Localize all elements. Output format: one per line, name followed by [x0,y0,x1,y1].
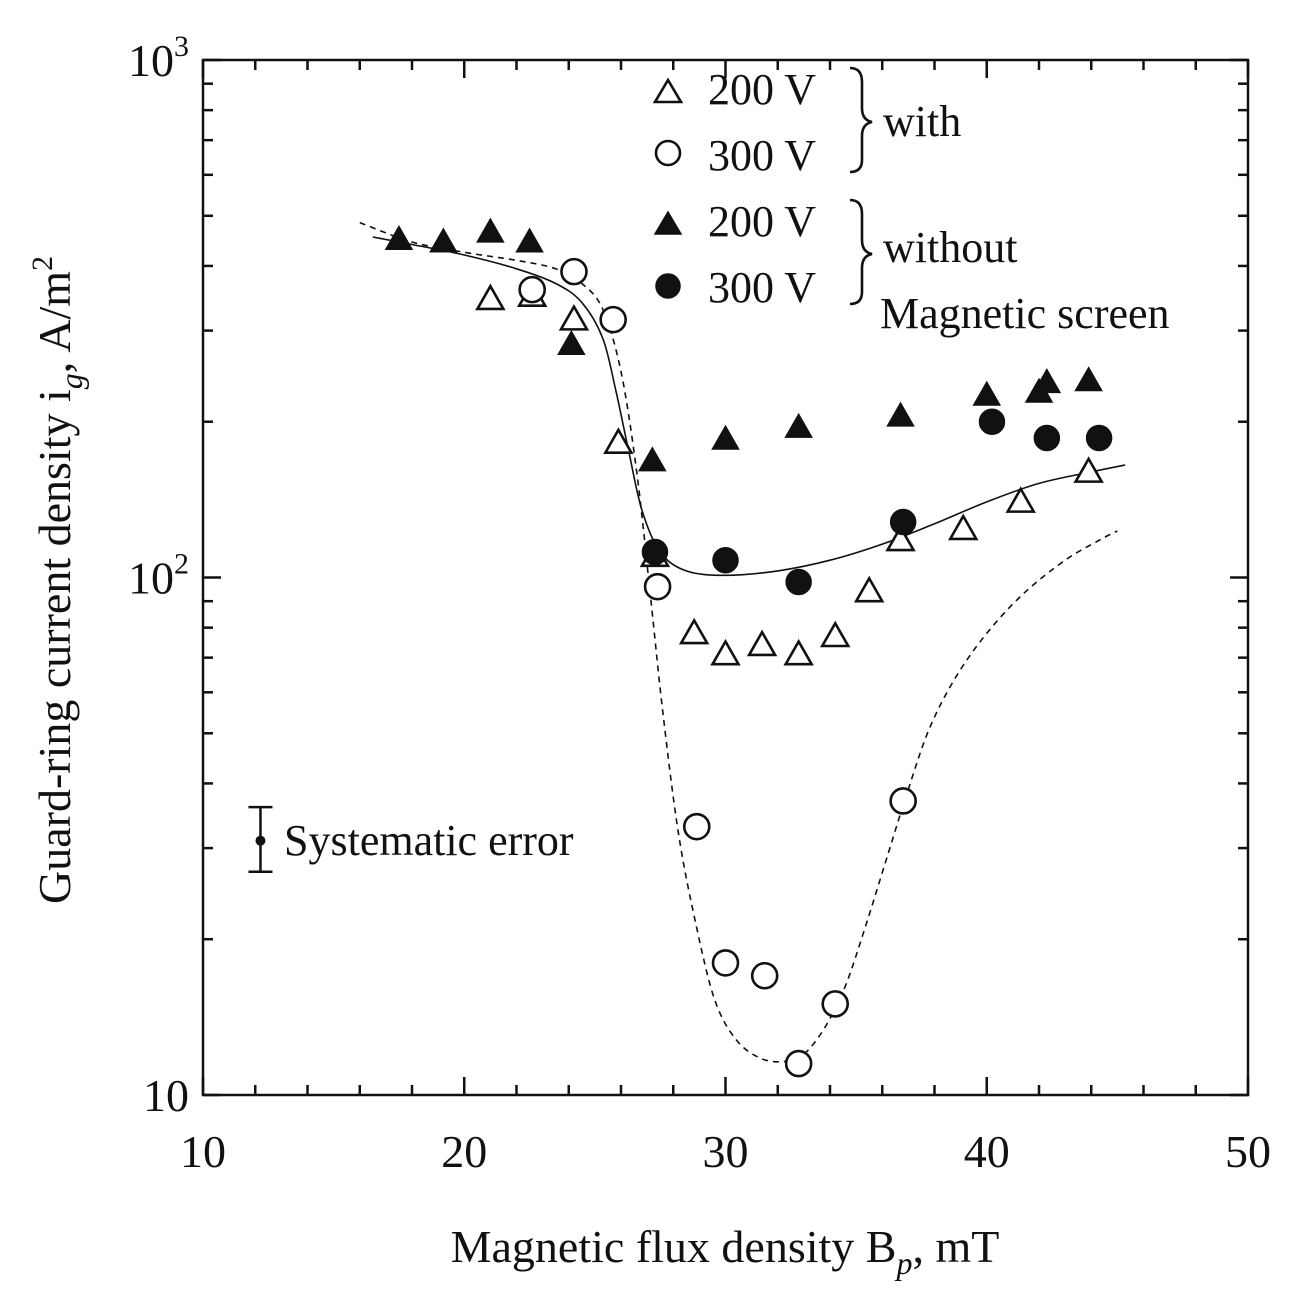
data-point-triangle-open [819,620,851,648]
data-point-circle-open [889,787,917,815]
data-point-triangle-open [783,638,814,666]
data-point-triangle-filled [1074,366,1103,392]
x-tick-label: 30 [703,1126,749,1177]
y-axis-label: Guard-ring current density ig, A/m2 [26,256,89,904]
data-point-triangle-open [746,629,778,657]
data-point-triangle-filled [972,380,1002,406]
y-tick-labels: 10 102 103 [128,30,189,1121]
data-point-circle-open [711,949,740,977]
legend-entry-4: 300 V [708,263,816,312]
legend-marker-triangle-filled [653,210,683,235]
legend-entry-1: 200 V [708,65,816,114]
legend-label-with: with [883,97,961,146]
data-point-circle-open [643,572,672,601]
data-point-triangle-open [475,283,506,311]
data-point-circle-open [784,1049,813,1078]
data-point-circle-open [682,812,711,841]
data-point-triangle-open [678,617,710,645]
data-point-triangle-filled [638,446,667,472]
data-point-triangle-open [1073,456,1104,483]
data-point-circle-filled [889,508,917,536]
data-point-circle-filled [712,546,739,574]
data-point-triangle-open [947,513,979,541]
legend-footer: Magnetic screen [880,289,1170,338]
data-point-triangle-filled [886,401,915,427]
x-tick-label: 10 [180,1126,226,1177]
data-point-circle-open [821,990,850,1018]
x-tick-label: 20 [441,1126,487,1177]
legend: 200 V 300 V with 200 V 300 V without Mag… [652,65,1170,338]
data-point-circle-open [599,305,627,334]
data-point-triangle-filled [1032,368,1062,394]
data-point-triangle-open [603,427,634,454]
legend-entry-2: 300 V [708,131,816,180]
data-point-circle-filled [978,408,1006,435]
error-bar-dot [255,835,266,846]
data-point-triangle-filled [711,424,740,450]
data-point-circle-open [750,961,779,990]
legend-entry-3: 200 V [708,197,816,246]
legend-brace-with [849,66,873,174]
data-point-circle-open [560,257,588,286]
data-points [384,217,1113,1078]
data-point-triangle-filled [429,227,458,253]
data-point-circle-filled [1033,424,1061,452]
legend-marker-circle-filled [655,273,681,299]
systematic-error-label: Systematic error [284,816,574,865]
data-point-triangle-open [1005,486,1036,513]
x-tick-label: 50 [1225,1126,1271,1177]
data-point-triangle-filled [384,224,414,250]
data-point-triangle-open [558,304,590,331]
axis-ticks [201,58,1250,1097]
legend-brace-without [849,198,873,306]
data-point-circle-filled [785,568,812,596]
y-tick-label: 103 [128,30,189,86]
data-point-triangle-open [885,524,916,552]
data-point-triangle-open [853,575,885,603]
fit-curve-dashed [359,221,1118,1063]
data-point-triangle-open [710,638,741,666]
data-point-triangle-filled [557,329,586,355]
data-point-circle-filled [1085,424,1113,452]
legend-marker-triangle-open [652,77,684,104]
data-point-triangle-filled [515,227,544,253]
systematic-error-bar [248,805,273,874]
data-point-circle-open [518,275,546,304]
data-point-triangle-filled [784,412,813,438]
x-axis-label: Magnetic flux density Bp, mT [451,1221,1000,1281]
fit-curves [359,221,1126,1063]
y-tick-label: 10 [143,1070,189,1121]
y-tick-label: 102 [128,548,189,604]
data-point-triangle-filled [476,217,505,243]
legend-marker-circle-open [654,139,682,167]
legend-label-without: without [883,223,1017,272]
x-tick-labels: 10 20 30 40 50 [180,1126,1271,1177]
x-tick-label: 40 [964,1126,1010,1177]
data-point-circle-filled [641,538,669,566]
